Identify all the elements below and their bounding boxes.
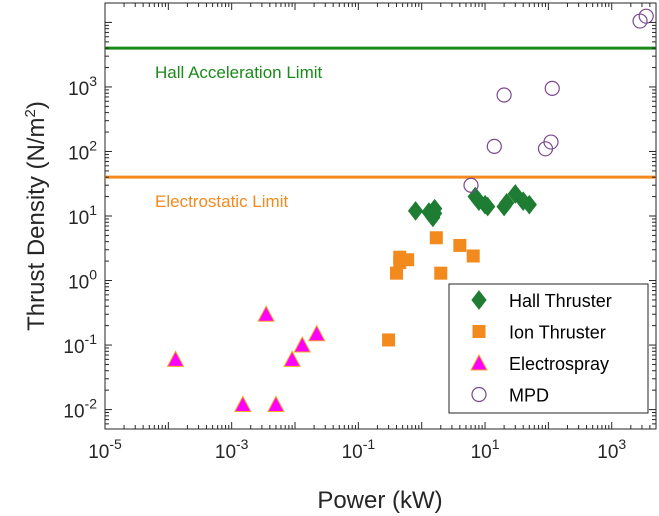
electrospray-point — [267, 395, 285, 412]
ion-thruster-point — [382, 333, 396, 347]
y-axis-title-superscript: 2 — [22, 109, 39, 117]
y-tick-label: 102 — [68, 137, 97, 164]
electrospray-point — [166, 350, 185, 367]
mpd-point — [544, 80, 560, 96]
ticks — [104, 2, 657, 430]
electrospray-point — [257, 305, 275, 322]
y-tick-label: 10-2 — [63, 396, 97, 423]
legend: Hall Thruster Ion Thruster Electrospray MPD — [448, 283, 649, 414]
y-tick-label: 101 — [68, 202, 97, 229]
ion-thruster-point — [466, 249, 480, 263]
hall-thruster-point — [426, 198, 443, 219]
y-axis-title-close: ) — [23, 101, 50, 109]
legend-electrospray-label: Electrospray — [509, 354, 609, 374]
x-tick-base: 10 — [88, 442, 109, 463]
x-tick-base: 10 — [471, 442, 492, 463]
mpd-point — [463, 177, 479, 193]
y-tick-base: 10 — [68, 208, 89, 229]
ion-thruster-point — [429, 231, 443, 245]
ion-thruster-point — [434, 266, 448, 280]
y-tick-exponent: 3 — [89, 73, 97, 89]
x-tick-exponent: -1 — [363, 436, 376, 452]
legend-mpd-label: MPD — [509, 386, 549, 406]
y-tick-label: 103 — [68, 73, 97, 100]
hall-thruster-point — [480, 196, 496, 217]
legend-hall-thruster-label: Hall Thruster — [509, 291, 612, 311]
x-tick-label: 101 — [471, 436, 500, 463]
mpd-point — [543, 134, 559, 150]
x-tick-label: 10-1 — [342, 436, 376, 463]
x-tick-exponent: 1 — [492, 436, 500, 452]
electrospray-series — [166, 305, 326, 412]
mpd-series — [463, 8, 654, 193]
legend-hall-thruster-marker — [471, 290, 487, 310]
y-tick-base: 10 — [68, 143, 89, 164]
x-tick-exponent: -5 — [109, 436, 122, 452]
ion-thruster-point — [401, 253, 415, 267]
y-axis-title: Thrust Density (N/m2) — [22, 101, 50, 331]
y-tick-label: 100 — [68, 267, 97, 294]
mpd-point — [496, 87, 512, 103]
x-tick-exponent: -3 — [236, 436, 249, 452]
electrostatic-limit-label: Electrostatic Limit — [155, 192, 288, 211]
y-tick-exponent: -1 — [85, 331, 98, 347]
y-tick-base: 10 — [63, 402, 84, 423]
electrospray-point — [234, 395, 252, 412]
x-tick-label: 10-3 — [215, 436, 249, 463]
legend-ion-thruster-label: Ion Thruster — [509, 323, 606, 343]
y-tick-base: 10 — [68, 273, 89, 294]
y-tick-exponent: -2 — [85, 396, 98, 412]
ion-thruster-series — [382, 231, 480, 347]
x-tick-exponent: 3 — [618, 436, 626, 452]
hall-thruster-point — [407, 201, 424, 221]
electrospray-point — [283, 350, 301, 367]
reference-lines: Hall Acceleration Limit Electrostatic Lim… — [105, 46, 656, 211]
y-tick-exponent: 0 — [89, 267, 97, 283]
hall-acceleration-limit-label: Hall Acceleration Limit — [155, 63, 323, 82]
ion-thruster-point — [453, 238, 467, 252]
electrospray-point — [293, 335, 312, 353]
y-tick-base: 10 — [68, 79, 89, 100]
x-tick-base: 10 — [597, 442, 618, 463]
legend-electrospray-marker — [470, 353, 488, 371]
data-points — [166, 8, 654, 412]
electrospray-point — [307, 324, 326, 342]
hall-thruster-series — [407, 184, 537, 228]
x-tick-base: 10 — [215, 442, 236, 463]
x-axis-title: Power (kW) — [317, 487, 442, 514]
y-axis-title-main: Thrust Density (N/m — [23, 117, 50, 330]
mpd-point — [486, 138, 502, 154]
x-tick-label: 103 — [597, 436, 626, 463]
y-tick-exponent: 2 — [89, 137, 97, 153]
mpd-point — [638, 8, 654, 24]
hall-thruster-point — [521, 194, 537, 215]
y-tick-base: 10 — [63, 337, 84, 358]
x-tick-label: 10-5 — [88, 436, 122, 463]
y-tick-exponent: 1 — [89, 202, 97, 218]
legend-ion-thruster-marker — [472, 325, 486, 338]
legend-mpd-marker — [471, 386, 487, 403]
hall-thruster-point — [499, 193, 515, 213]
y-tick-label: 10-1 — [63, 331, 97, 358]
x-tick-base: 10 — [342, 442, 363, 463]
